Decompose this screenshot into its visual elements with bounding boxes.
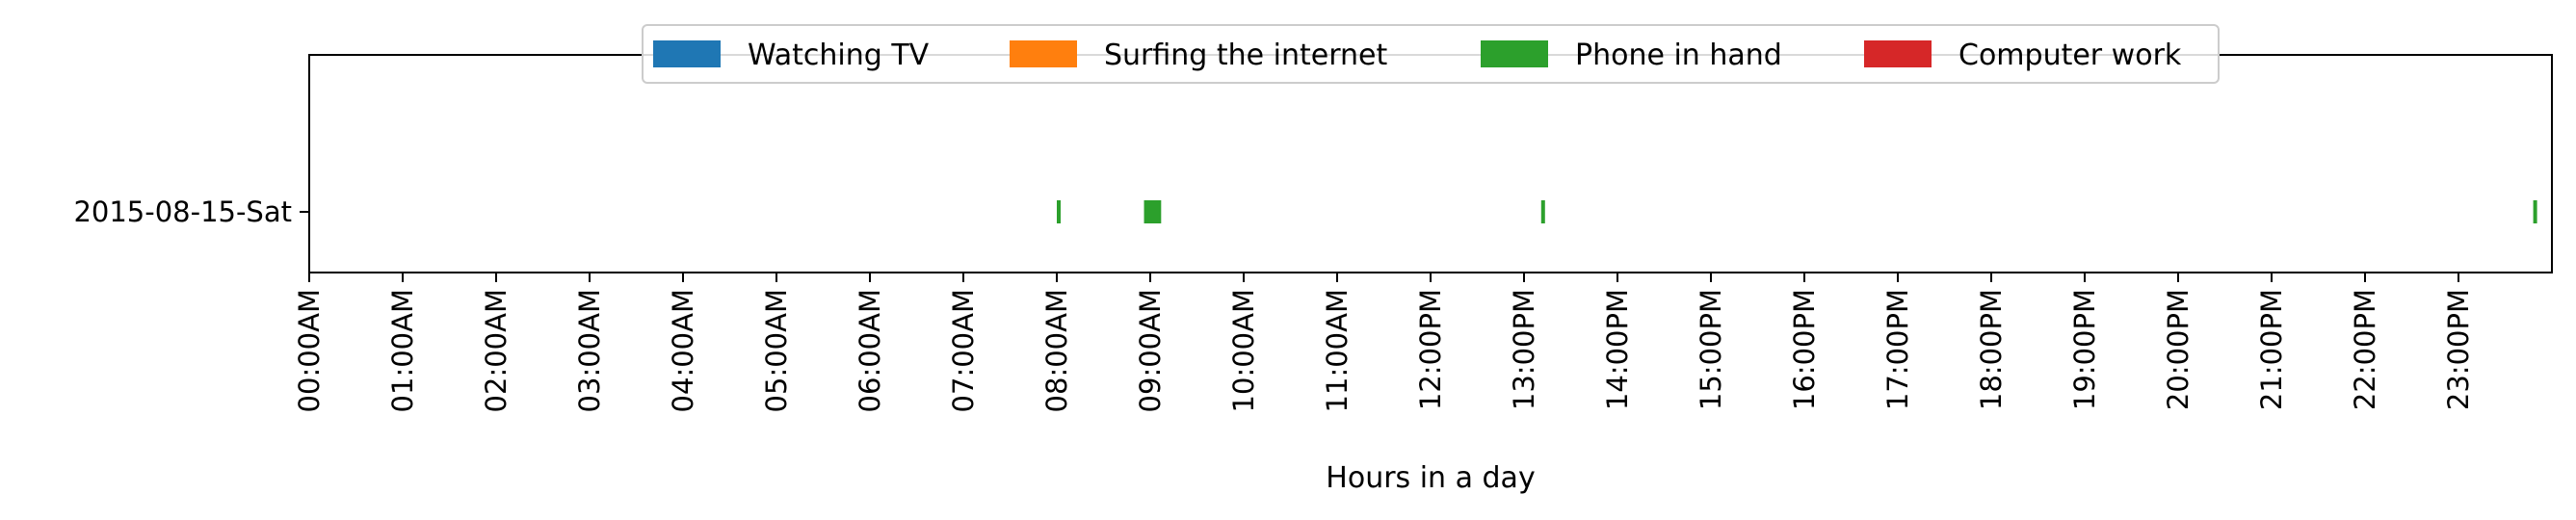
x-tick-label: 17:00PM [1881, 289, 1914, 410]
x-axis-label: Hours in a day [1326, 461, 1535, 495]
x-tick-label: 01:00AM [386, 289, 419, 412]
x-tick-label: 07:00AM [947, 289, 980, 412]
legend-swatch [1864, 40, 1932, 67]
x-tick-label: 11:00AM [1321, 289, 1354, 412]
x-tick-label: 08:00AM [1040, 289, 1073, 412]
x-tick-label: 20:00PM [2162, 289, 2195, 410]
x-tick-label: 12:00PM [1414, 289, 1447, 410]
x-tick-label: 22:00PM [2349, 289, 2381, 410]
x-tick-label: 21:00PM [2255, 289, 2288, 410]
x-tick-label: 03:00AM [573, 289, 606, 412]
x-tick-label: 15:00PM [1695, 289, 1727, 410]
x-axis: 00:00AM 01:00AM 02:00AM 03:00AM 04:00AM 05:00… [293, 273, 2475, 412]
legend-label: Phone in hand [1575, 39, 1782, 72]
legend-box [642, 24, 2220, 84]
x-tick-label: 19:00PM [2068, 289, 2101, 410]
x-tick-label: 02:00AM [480, 289, 513, 412]
legend: Watching TV Surfing the internet Phone in … [642, 24, 2220, 84]
bars-layer [1057, 200, 2537, 223]
plot-area [308, 54, 2553, 273]
legend-label: Computer work [1958, 39, 2182, 72]
timeline-bar [1057, 200, 1061, 223]
y-axis: 2015-08-15-Sat [73, 195, 309, 228]
y-tick-label: 2015-08-15-Sat [73, 195, 292, 228]
x-tick-label: 05:00AM [760, 289, 793, 412]
timeline-bar [1143, 200, 1162, 223]
legend-swatch [653, 40, 721, 67]
x-tick-label: 13:00PM [1508, 289, 1540, 410]
x-tick-label: 16:00PM [1788, 289, 1821, 410]
timeline-bar [1540, 200, 1545, 223]
x-tick-label: 00:00AM [293, 289, 326, 412]
x-tick-label: 04:00AM [667, 289, 699, 412]
legend-label: Surfing the internet [1104, 39, 1387, 72]
legend-label: Watching TV [748, 39, 930, 72]
x-tick-label: 23:00PM [2442, 289, 2475, 410]
x-tick-label: 09:00AM [1134, 289, 1167, 412]
legend-swatch [1010, 40, 1077, 67]
x-tick-label: 14:00PM [1601, 289, 1634, 410]
x-tick-label: 18:00PM [1975, 289, 2008, 410]
x-tick-label: 10:00AM [1227, 289, 1260, 412]
legend-swatch [1481, 40, 1548, 67]
timeline-bar [2533, 200, 2537, 223]
x-tick-label: 06:00AM [854, 289, 886, 412]
plot-frame [308, 54, 2553, 273]
